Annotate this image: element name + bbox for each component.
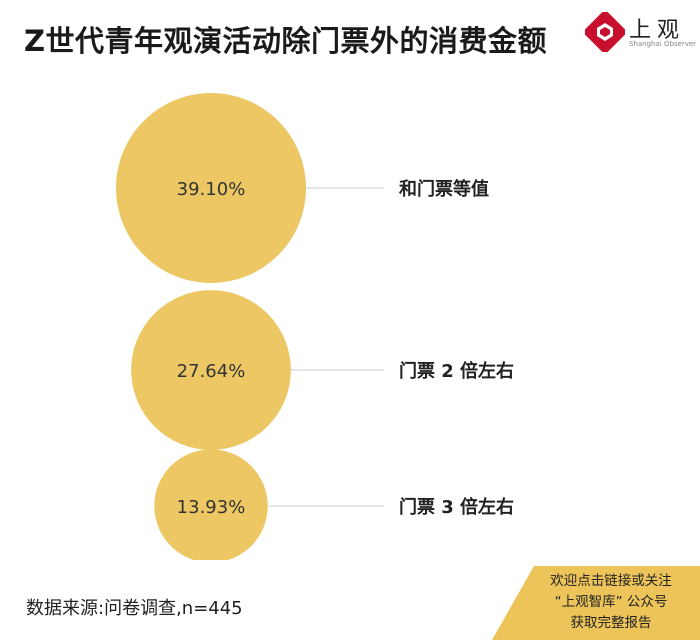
- bubble-chart: 39.10% 和门票等值 27.64% 门票 2 倍左右 13.93% 门票 3 倍左右: [116, 93, 514, 560]
- bubble: [154, 449, 268, 560]
- logo-mark-icon: [582, 9, 628, 55]
- logo-subtitle: Shanghai Observer: [629, 40, 697, 48]
- logo-text: 上观: [629, 18, 686, 43]
- data-source-note: 数据来源:问卷调查,n=445: [26, 598, 243, 619]
- cta-line-3: 获取完整报告: [570, 615, 652, 631]
- bubble-category-label: 门票 2 倍左右: [399, 360, 514, 382]
- shanghai-observer-logo[interactable]: 上观 Shanghai Observer: [582, 9, 697, 56]
- chart-title: Z世代青年观演活动除门票外的消费金额: [24, 24, 548, 58]
- bubble-category-label: 和门票等值: [399, 178, 489, 200]
- bubble: [116, 93, 306, 283]
- bubble: [131, 290, 291, 450]
- bubble-category-label: 门票 3 倍左右: [399, 496, 514, 518]
- cta-line-2: “上观智库” 公众号: [554, 594, 668, 610]
- cta-text[interactable]: 欢迎点击链接或关注 “上观智库” 公众号 获取完整报告: [522, 571, 700, 634]
- bubble-value-label: 27.64%: [177, 361, 246, 382]
- bubble-value-label: 39.10%: [177, 179, 246, 200]
- bubble-value-label: 13.93%: [177, 497, 246, 518]
- cta-line-1: 欢迎点击链接或关注: [550, 573, 672, 589]
